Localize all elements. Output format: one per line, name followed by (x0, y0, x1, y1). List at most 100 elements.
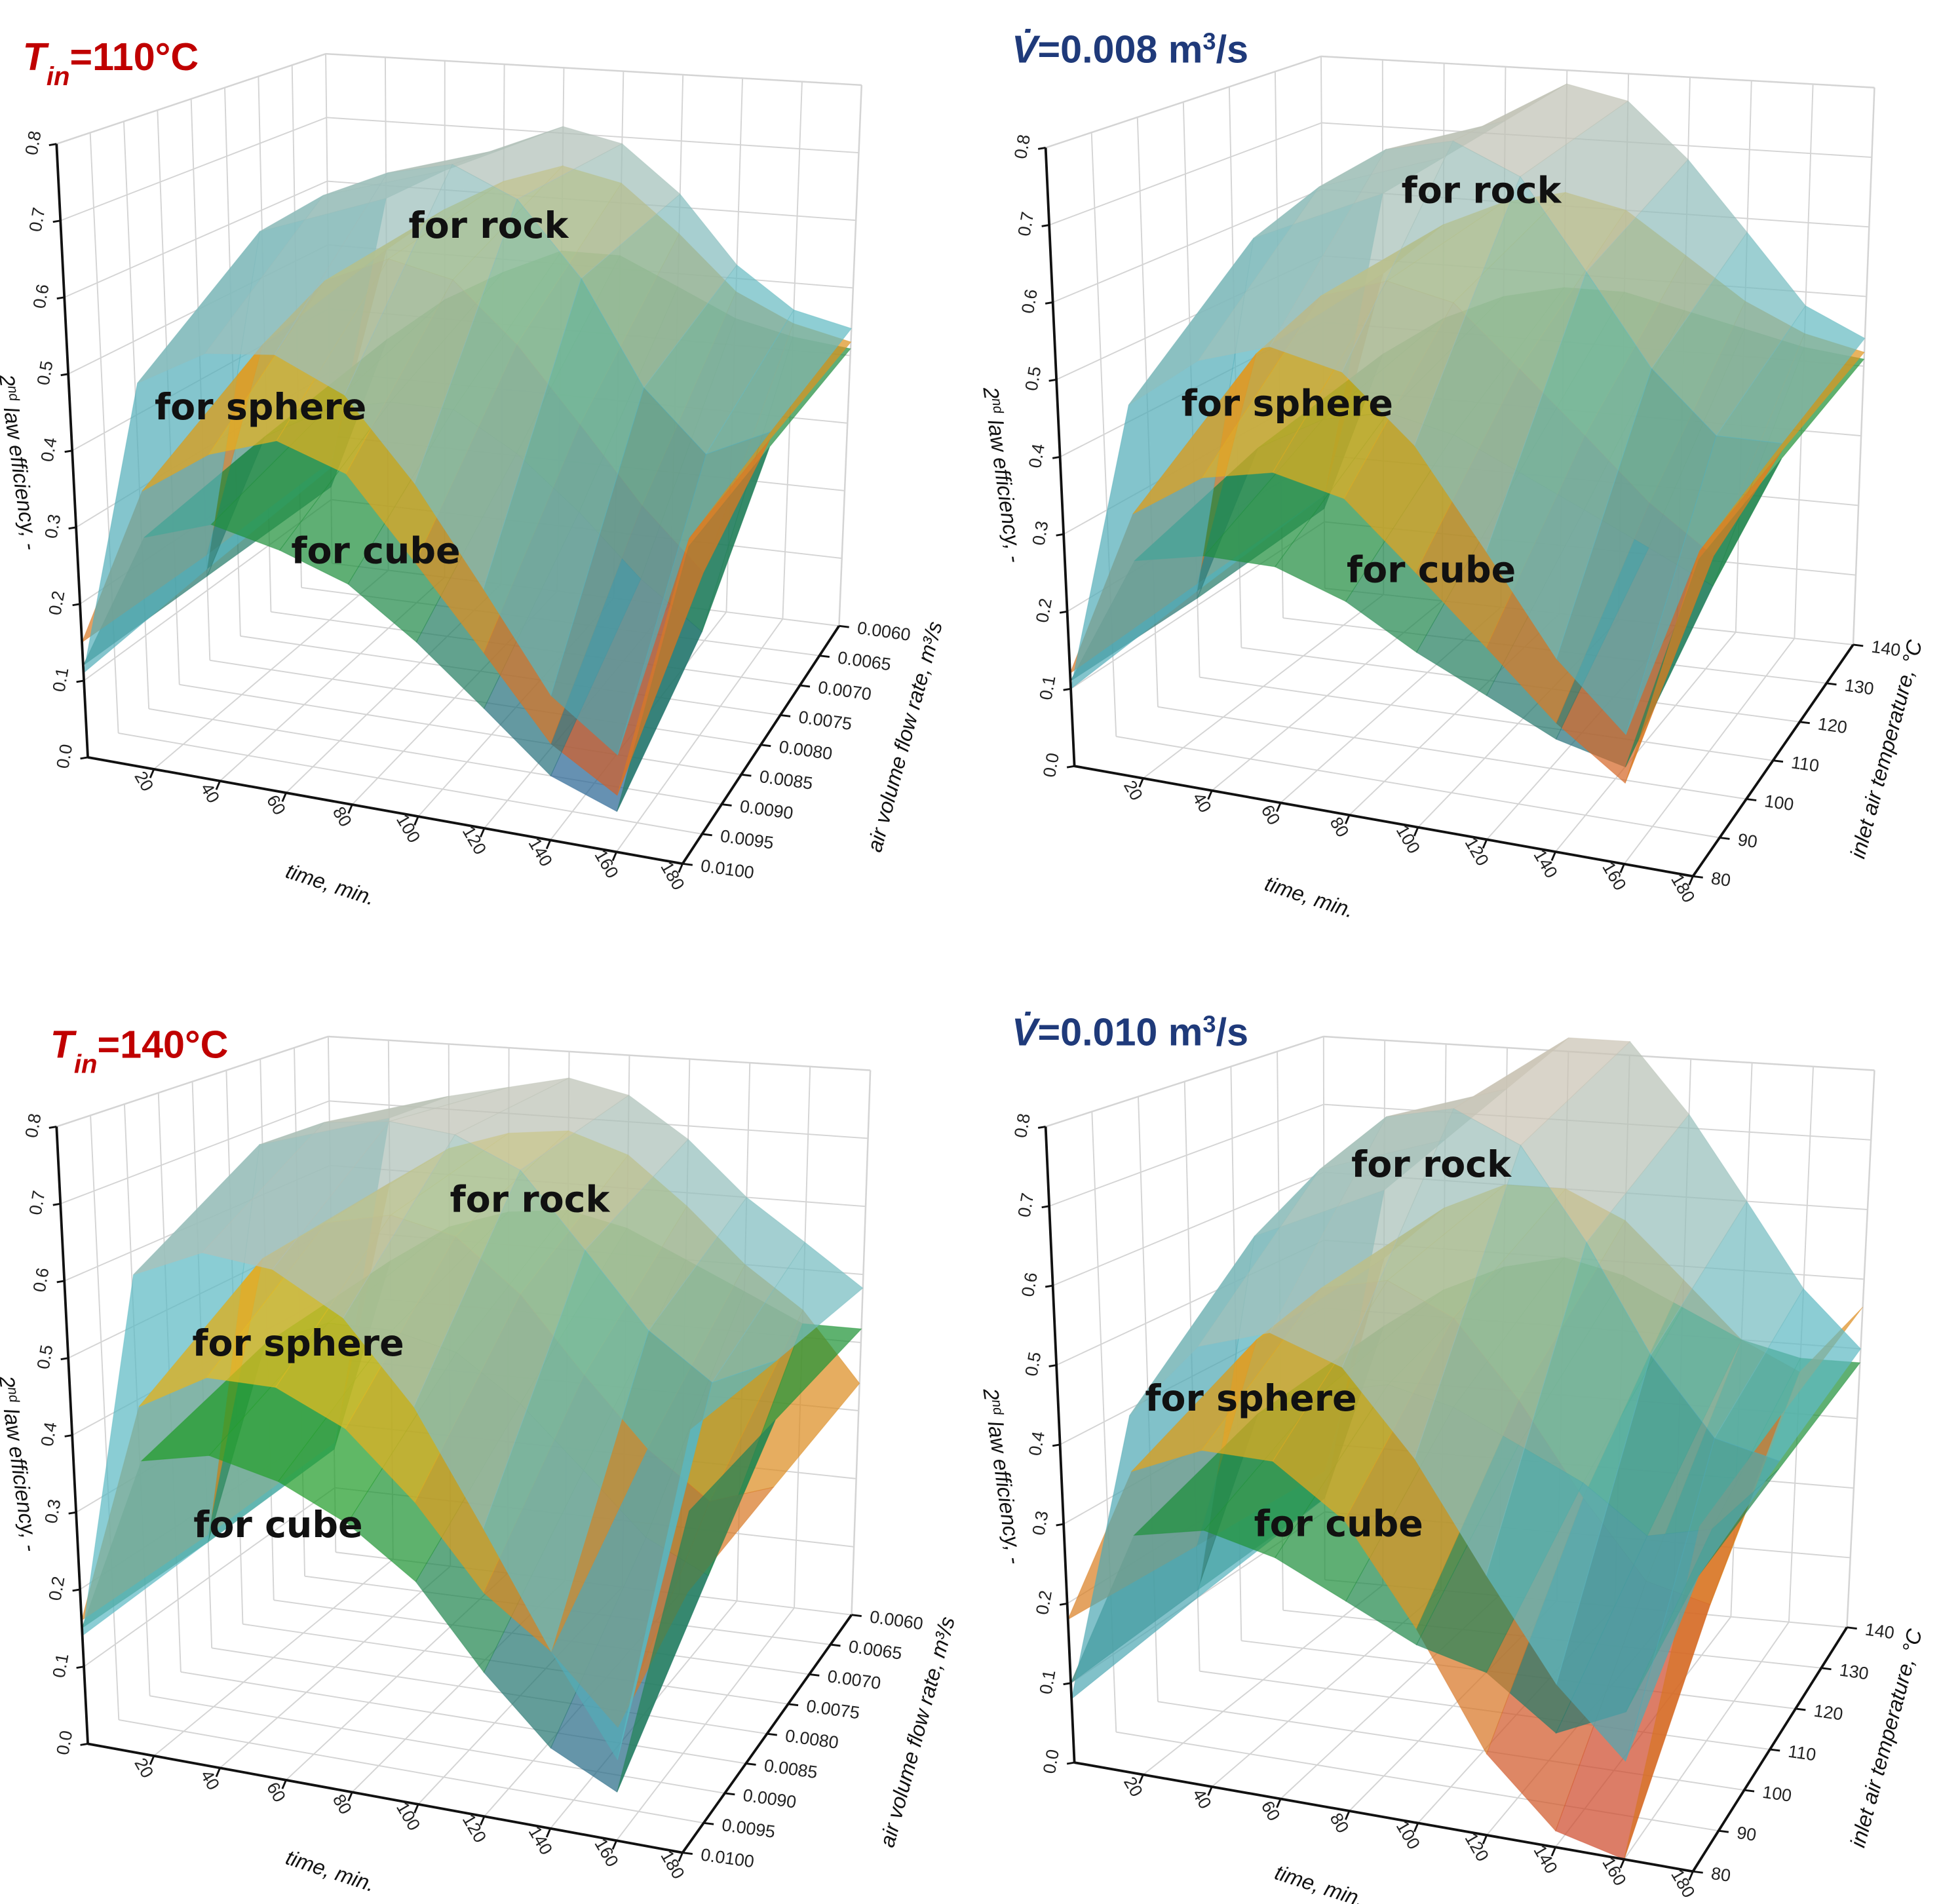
floor-gridline (1157, 706, 1747, 800)
z-tick (80, 1743, 88, 1746)
second-axis-tick-label: 90 (1737, 829, 1759, 852)
axes: 0.00.10.20.30.40.50.60.70.820 40 60 80 100 12… (1010, 133, 1902, 906)
z-tick-label: 0.2 (1032, 597, 1056, 624)
time-tick (1413, 827, 1419, 837)
second-axis-tick-label: 0.0065 (836, 647, 892, 674)
surface-patch-rock (273, 164, 453, 396)
axes: 0.00.10.20.30.40.50.60.70.820 40 60 80 100 12… (22, 129, 912, 893)
z-tick (52, 1202, 61, 1206)
second-axis-tick-label: 0.0060 (868, 1607, 924, 1633)
z-tick-label: 0.7 (1014, 1191, 1038, 1219)
second-axis-tick-label: 120 (1813, 1701, 1844, 1724)
time-tick (480, 1816, 486, 1826)
second-axis-tick-label: 0.0095 (719, 826, 775, 853)
surface-patch-rock (1625, 435, 1783, 735)
second-axis-tick-label: 100 (1761, 1782, 1793, 1806)
second-axis-tick (746, 1762, 756, 1766)
time-tick (1482, 1835, 1488, 1844)
z-axis-title-number: 2 (0, 1374, 20, 1390)
surface-patch-rock (272, 1120, 456, 1319)
z-tick-label: 0.4 (1025, 442, 1048, 470)
title-unit: /s (1216, 1010, 1248, 1054)
z-axis-title-superscript: nd (5, 1386, 22, 1404)
second-axis-tick-label: 80 (1710, 1863, 1732, 1886)
floor-gridline (179, 683, 742, 776)
surface-patch-rock (451, 126, 623, 200)
second-axis-tick (809, 1673, 820, 1677)
second-axis-tick (839, 624, 849, 628)
title-symbol: V̇ (1012, 1010, 1041, 1054)
z-tick (1066, 765, 1075, 769)
z-tick (1059, 610, 1067, 614)
series-label-cube: for cube (1254, 1503, 1423, 1545)
second-axis-tick (1718, 1829, 1729, 1833)
second-axis-tick-label: 0.0080 (778, 736, 834, 763)
z-tick (64, 449, 73, 453)
time-tick (215, 780, 221, 790)
second-axis-tick (1744, 1789, 1755, 1793)
z-tick (1045, 301, 1053, 305)
second-axis-tick (702, 833, 712, 837)
time-tick (611, 851, 618, 862)
z-tick-label: 0.6 (1018, 288, 1041, 315)
axes: 0.00.10.20.30.40.50.60.70.820 40 60 80 100 12… (1010, 1112, 1896, 1901)
z-tick (64, 1434, 73, 1438)
z-axis-title-text: law efficiency, - (982, 1414, 1026, 1566)
z-axis-title: 2nd law efficiency, - (978, 1386, 1027, 1566)
title-superscript: 3 (1202, 1010, 1216, 1037)
second-axis-tick (1769, 1748, 1780, 1752)
surface-patch-rock (1519, 100, 1689, 273)
surface-patch-rock (643, 264, 795, 455)
z-tick-label: 0.2 (1032, 1589, 1056, 1616)
floor-gridline (149, 1695, 725, 1794)
second-axis-tick-label: 0.0080 (784, 1726, 839, 1753)
time-tick (1550, 851, 1556, 861)
z-tick (60, 373, 69, 377)
z-axis (55, 143, 89, 758)
second-axis-tick-label: 100 (1763, 791, 1795, 814)
second-axis-tick-label: 0.0085 (758, 767, 814, 793)
second-axis-tick (819, 655, 830, 658)
second-axis-tick-label: 0.0070 (826, 1666, 882, 1693)
time-tick (611, 1840, 618, 1850)
z-axis-title-superscript: nd (989, 1399, 1006, 1417)
z-tick-label: 0.7 (1014, 210, 1038, 238)
second-axis-tick (682, 862, 693, 866)
z-axis (55, 1126, 89, 1744)
z-tick-label: 0.2 (45, 589, 68, 617)
second-axis-tick-label: 120 (1816, 714, 1848, 737)
second-axis-tick-label: 0.0095 (721, 1815, 777, 1842)
floor-gridline (212, 1647, 767, 1735)
panel-title: Tin=110°C (23, 35, 199, 90)
time-tick (1345, 814, 1351, 824)
z-tick (1056, 533, 1064, 537)
z-tick (1037, 147, 1046, 150)
time-tick (545, 1828, 552, 1838)
second-axis-tick (1799, 721, 1810, 725)
second-axis-tick-label: 130 (1843, 676, 1875, 699)
z-tick-label: 0.1 (1035, 674, 1059, 702)
back-edge (851, 1070, 872, 1615)
series-label-sphere: for sphere (1145, 1378, 1356, 1420)
z-tick (1048, 1364, 1057, 1367)
time-axis (1074, 765, 1693, 878)
back-edge (56, 52, 326, 145)
title-subscript: in (47, 61, 70, 90)
back-edge (1045, 55, 1322, 149)
surface-patch-sphere (1624, 450, 1782, 784)
z-tick (72, 603, 81, 607)
second-axis-tick (851, 1614, 862, 1617)
time-tick (545, 839, 552, 850)
z-axis-title: 2nd law efficiency, - (978, 385, 1027, 564)
title-value: =110°C (70, 35, 199, 79)
surface-patch-sphere (1623, 1415, 1782, 1859)
z-tick (1056, 1523, 1064, 1527)
back-edge (1320, 55, 1875, 88)
surface-patch-rock (201, 1120, 391, 1270)
second-axis-tick (1693, 1870, 1703, 1874)
z-tick (1037, 1126, 1046, 1129)
z-tick-label: 0.0 (1039, 752, 1063, 779)
surface-patch-rock (1269, 140, 1454, 373)
surface-patch-rock (1341, 1108, 1522, 1460)
